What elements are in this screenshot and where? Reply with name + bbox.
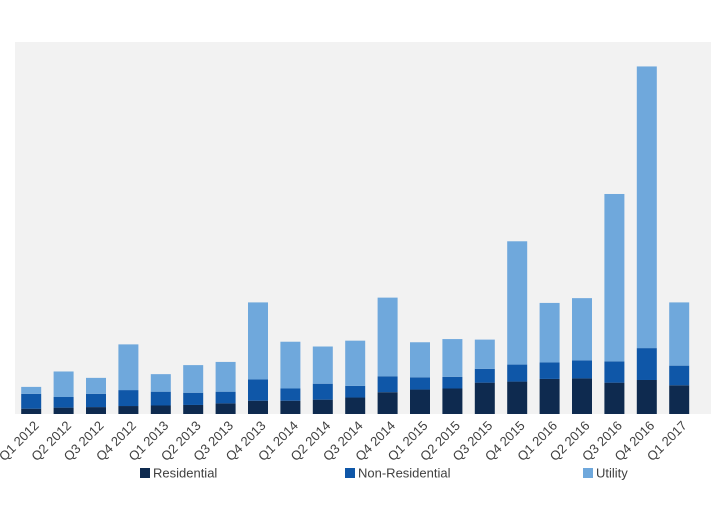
bar-segment xyxy=(86,377,106,394)
bar-segment xyxy=(377,297,398,377)
bar-segment xyxy=(345,385,366,398)
bar-segment xyxy=(669,365,690,386)
bar-segment xyxy=(312,383,333,400)
bar-segment xyxy=(636,66,657,349)
bar-segment xyxy=(572,378,592,414)
bar-segment xyxy=(507,364,528,382)
legend-swatch xyxy=(345,468,355,478)
bar-segment xyxy=(377,392,398,414)
bar-segment xyxy=(507,381,528,414)
bar-segment xyxy=(442,376,463,389)
bar-segment xyxy=(215,361,236,392)
bar-segment xyxy=(280,341,301,389)
bar-segment xyxy=(183,392,204,405)
bar-segment xyxy=(345,397,366,414)
bar-segment xyxy=(53,407,74,414)
bar-segment xyxy=(410,389,430,414)
bar-segment xyxy=(604,361,625,383)
bar-segment xyxy=(118,406,139,414)
bar-segment xyxy=(150,405,171,414)
bar-segment xyxy=(669,302,690,366)
bar-segment xyxy=(248,400,268,414)
bar-segment xyxy=(86,393,106,408)
legend-label: Residential xyxy=(153,465,217,480)
bar-segment xyxy=(183,365,204,393)
bar-segment xyxy=(248,302,268,380)
bar-segment xyxy=(410,342,430,378)
legend-swatch xyxy=(140,468,150,478)
bar-segment xyxy=(474,382,495,414)
bar-segment xyxy=(474,368,495,383)
bar-segment xyxy=(345,340,366,386)
bar-segment xyxy=(539,362,560,379)
bar-segment xyxy=(636,379,657,414)
bar-segment xyxy=(248,379,268,401)
bar-segment xyxy=(572,298,592,361)
bar-segment xyxy=(118,390,139,407)
bar-segment xyxy=(539,302,560,363)
bar-segment xyxy=(312,346,333,384)
bar-segment xyxy=(442,339,463,377)
bar-segment xyxy=(669,385,690,414)
bar-segment xyxy=(150,391,171,406)
legend-swatch xyxy=(583,468,593,478)
bar-segment xyxy=(21,393,42,409)
bar-segment xyxy=(539,378,560,414)
bar-segment xyxy=(572,360,592,379)
bar-segment xyxy=(604,193,625,362)
bar-segment xyxy=(215,403,236,414)
bar-segment xyxy=(636,348,657,380)
bar-segment xyxy=(183,404,204,414)
bar-segment xyxy=(474,339,495,369)
bar-segment xyxy=(312,399,333,414)
bar-segment xyxy=(53,371,74,397)
bar-segment xyxy=(604,382,625,414)
bar-segment xyxy=(442,388,463,414)
bar-segment xyxy=(53,396,74,408)
bar-segment xyxy=(150,374,171,392)
bar-segment xyxy=(377,376,398,393)
bar-segment xyxy=(507,241,528,365)
bar-segment xyxy=(410,377,430,390)
bar-segment xyxy=(280,388,301,401)
legend-label: Utility xyxy=(596,465,628,480)
bar-segment xyxy=(280,400,301,414)
bar-segment xyxy=(86,407,106,414)
legend-label: Non-Residential xyxy=(358,465,451,480)
bar-segment xyxy=(118,344,139,391)
bar-segment xyxy=(21,408,42,414)
bar-segment xyxy=(215,391,236,404)
bar-segment xyxy=(21,386,42,394)
